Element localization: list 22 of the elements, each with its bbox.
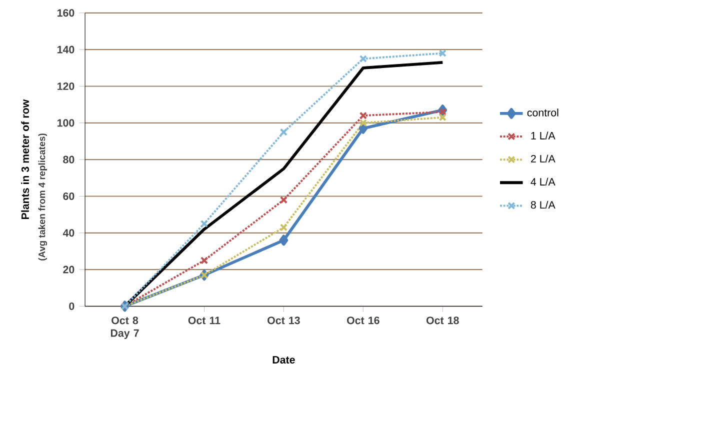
legend-label: 4 L/A [530,178,556,186]
x-tick-label: Oct 13 [268,316,300,324]
y-tick-label: 20 [63,266,74,274]
legend-label: 2 L/A [531,154,556,163]
y-tick-label: 40 [62,229,74,237]
legend-label: 1 L/A [531,132,556,140]
y-tick-label: 60 [63,192,74,200]
x-tick-label: Oct 8 Day 7 [110,316,139,339]
legend-label: 8 L/A [530,200,556,209]
x-tick-label: Oct 16 [347,316,380,324]
text: (Avg taken from 4 replicates) [38,134,48,260]
y-tick-label: 120 [58,82,74,90]
x-tick-label: Oct 11 [188,316,220,324]
x-tick-label: Oct 18 [426,316,459,324]
y-tick-label: 140 [58,46,74,54]
x-axis-title: Date [272,356,295,364]
y-axis-title: Plants in 3 meter of row [21,99,30,220]
legend-label: control [527,108,558,116]
y-tick-label: 0 [69,302,74,310]
y-tick-label: 160 [58,9,74,17]
y-tick-label: 100 [58,119,74,127]
y-tick-label: 80 [63,156,74,164]
